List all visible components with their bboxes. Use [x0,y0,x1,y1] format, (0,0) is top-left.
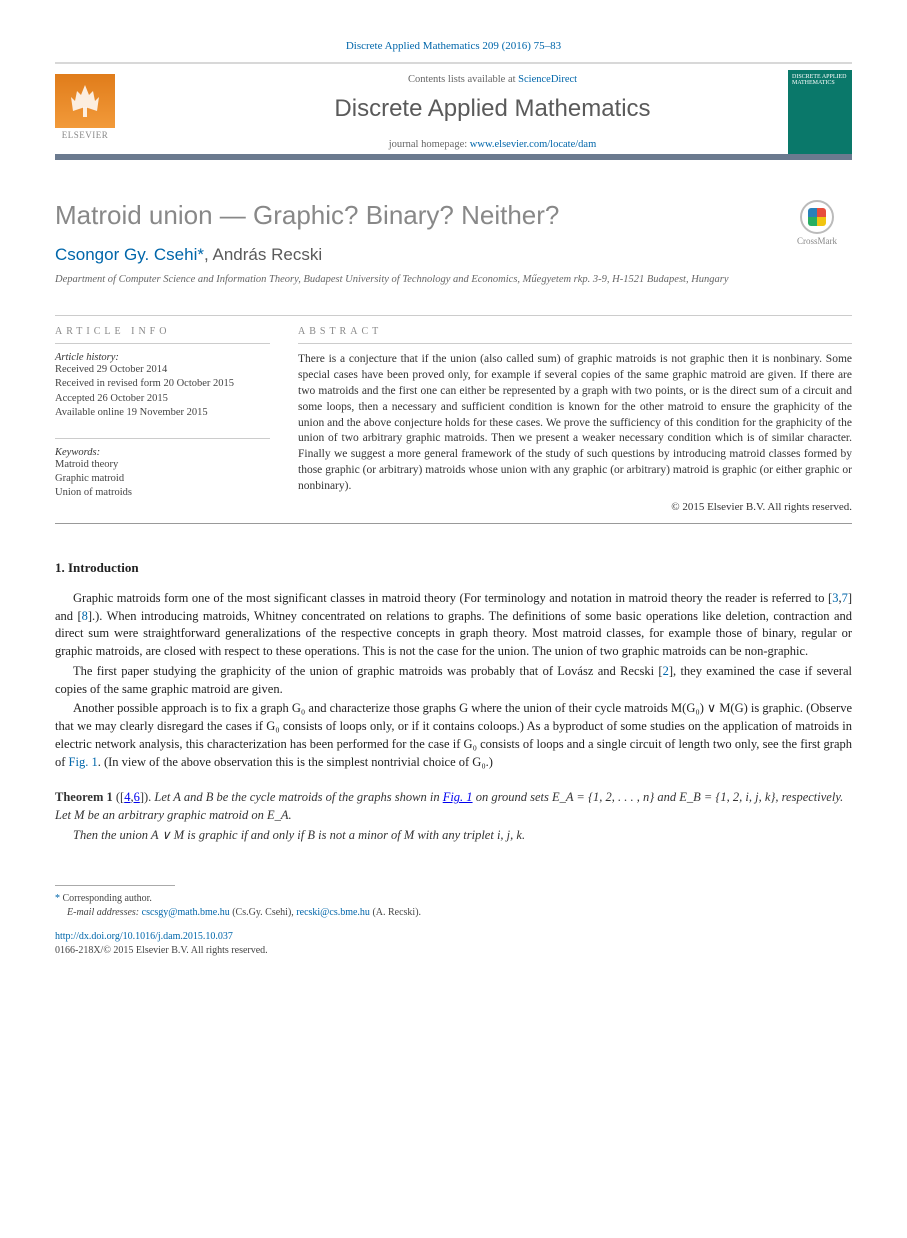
corresponding-author-label: Corresponding author. [63,893,152,904]
header-center: Contents lists available at ScienceDirec… [133,74,852,150]
t1-cite-close: ]). [140,790,155,804]
authors: Csongor Gy. Csehi*, András Recski [55,245,782,265]
publisher-logo: ELSEVIER [55,74,115,140]
p3-text-b: . (In view of the above observation this… [98,755,493,769]
fig-1-link-a[interactable]: Fig. 1 [69,755,98,769]
homepage-prefix: journal homepage: [389,139,470,150]
email-label-text: E-mail addresses: [67,907,142,918]
history-revised: Received in revised form 20 October 2015 [55,377,270,391]
crossmark-icon [800,200,834,234]
history-heading: Article history: [55,352,270,363]
doi-block: http://dx.doi.org/10.1016/j.dam.2015.10.… [55,930,852,958]
intro-para-3: Another possible approach is to fix a gr… [55,700,852,771]
contents-prefix: Contents lists available at [408,74,518,85]
section-1-heading: 1. Introduction [55,560,852,576]
keywords-heading: Keywords: [55,447,270,458]
p1-text-d: ].). When introducing matroids, Whitney … [55,609,852,659]
footnote-rule [55,885,175,886]
article-info-column: article info Article history: Received 2… [55,326,270,513]
author-2: András Recski [213,245,323,264]
publisher-name: ELSEVIER [55,130,115,140]
abstract-copyright: © 2015 Elsevier B.V. All rights reserved… [298,501,852,513]
author-1-link[interactable]: Csongor Gy. Csehi [55,245,197,264]
divider-top [55,315,852,316]
journal-reference: Discrete Applied Mathematics 209 (2016) … [55,40,852,52]
email-2-link[interactable]: recski@cs.bme.hu [296,907,370,918]
email-1-who: (Cs.Gy. Csehi), [230,907,297,918]
journal-cover-thumb: DISCRETE APPLIED MATHEMATICS [788,70,852,154]
email-label: E-mail addresses: cscsgy@math.bme.hu (Cs… [67,907,421,918]
footnote-star-icon: * [55,893,60,904]
contents-available-line: Contents lists available at ScienceDirec… [133,74,852,85]
history-accepted: Accepted 26 October 2015 [55,392,270,406]
fig-1-link-b[interactable]: Fig. 1 [443,790,473,804]
info-abstract-row: article info Article history: Received 2… [55,326,852,513]
doi-link[interactable]: http://dx.doi.org/10.1016/j.dam.2015.10.… [55,931,233,942]
elsevier-tree-icon [55,74,115,128]
header-band: ELSEVIER Contents lists available at Sci… [55,62,852,160]
keyword-3: Union of matroids [55,486,270,500]
email-2-who: (A. Recski). [370,907,421,918]
issn-line: 0166-218X/© 2015 Elsevier B.V. All right… [55,945,268,956]
theorem-1-conclusion: Then the union A ∨ M is graphic if and o… [55,827,852,845]
crossmark-badge[interactable]: CrossMark [782,200,852,246]
article-title: Matroid union — Graphic? Binary? Neither… [55,200,782,231]
theorem-1-body: Let A and B be the cycle matroids of the… [55,790,843,822]
abstract-rule [298,343,852,344]
homepage-line: journal homepage: www.elsevier.com/locat… [133,139,852,150]
keyword-1: Matroid theory [55,458,270,472]
abstract-label: abstract [298,326,852,337]
keywords-rule [55,438,270,439]
history-received: Received 29 October 2014 [55,363,270,377]
footnote-block: * Corresponding author. E-mail addresses… [55,892,852,920]
author-sep: , [204,245,213,264]
sciencedirect-link[interactable]: ScienceDirect [518,74,577,85]
intro-para-1: Graphic matroids form one of the most si… [55,590,852,661]
t1-body-a: Let A and B be the cycle matroids of the… [154,790,442,804]
keyword-2: Graphic matroid [55,472,270,486]
theorem-1-head: Theorem 1 [55,790,113,804]
homepage-link[interactable]: www.elsevier.com/locate/dam [470,139,596,150]
theorem-1-cite: ([4,6]). [113,790,155,804]
info-rule [55,343,270,344]
crossmark-label: CrossMark [797,236,837,246]
intro-para-2: The first paper studying the graphicity … [55,663,852,699]
journal-name: Discrete Applied Mathematics [133,95,852,123]
theorem-1: Theorem 1 ([4,6]). Let A and B be the cy… [55,789,852,844]
email-1-link[interactable]: cscsgy@math.bme.hu [142,907,230,918]
journal-ref-link[interactable]: Discrete Applied Mathematics 209 (2016) … [346,40,561,52]
p1-text-a: Graphic matroids form one of the most si… [73,591,832,605]
p2-text-a: The first paper studying the graphicity … [73,664,663,678]
title-block: Matroid union — Graphic? Binary? Neither… [55,200,852,309]
abstract-column: abstract There is a conjecture that if t… [298,326,852,513]
history-online: Available online 19 November 2015 [55,406,270,420]
divider-after-abstract [55,523,852,524]
corresponding-star-icon: * [197,245,204,264]
t1-cite-open: ([ [113,790,124,804]
page-container: Discrete Applied Mathematics 209 (2016) … [0,0,907,998]
affiliation: Department of Computer Science and Infor… [55,273,782,287]
article-info-label: article info [55,326,270,337]
abstract-text: There is a conjecture that if the union … [298,352,852,495]
